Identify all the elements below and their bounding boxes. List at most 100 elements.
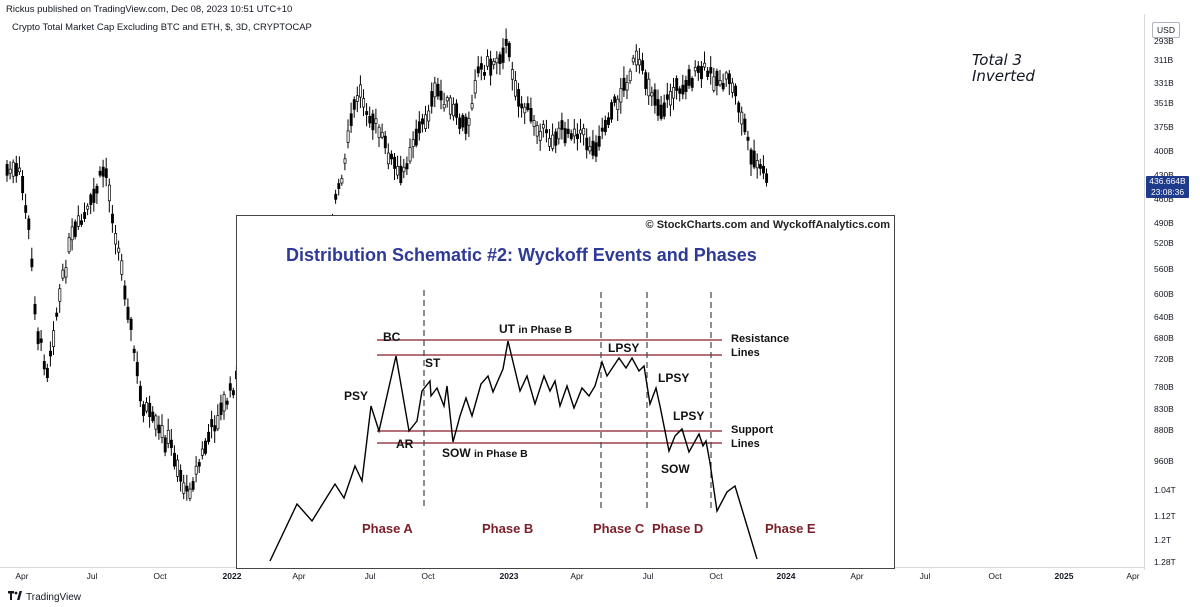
candle — [737, 100, 741, 123]
candle — [470, 94, 474, 111]
tradingview-logo[interactable]: TradingView — [8, 591, 81, 603]
label-sow-phase-b: SOW in Phase B — [442, 446, 528, 460]
candle — [582, 123, 586, 146]
time-tick: Apr — [850, 571, 864, 581]
candle — [600, 117, 604, 140]
candle — [111, 205, 114, 233]
time-tick: Oct — [988, 571, 1002, 581]
candle — [138, 380, 142, 408]
candle — [455, 99, 459, 125]
candle — [473, 69, 477, 99]
phase-c-label: Phase C — [593, 521, 645, 536]
candle — [619, 78, 623, 114]
candle — [631, 54, 635, 66]
candle — [731, 77, 734, 98]
candle — [594, 135, 598, 163]
candle — [352, 96, 356, 118]
candle — [758, 158, 762, 176]
candle — [349, 102, 353, 133]
candle — [67, 233, 71, 255]
candle — [64, 259, 68, 284]
candle — [641, 52, 645, 75]
price-tick: 830B — [1154, 404, 1174, 414]
candle — [86, 203, 90, 216]
candle — [656, 89, 660, 121]
candle — [672, 78, 676, 110]
price-tick: 520B — [1154, 238, 1174, 248]
candle — [191, 477, 195, 492]
candle — [669, 83, 672, 117]
currency-button[interactable]: USD — [1152, 22, 1180, 38]
candle — [461, 113, 465, 132]
candle — [638, 48, 641, 74]
candle — [101, 159, 105, 188]
candle — [374, 108, 378, 134]
candle — [560, 112, 564, 140]
last-price-value: 436.664B — [1149, 176, 1186, 186]
candle — [8, 161, 12, 180]
symbol-title: Crypto Total Market Cap Excluding BTC an… — [12, 22, 312, 33]
candle — [21, 170, 25, 201]
candle — [337, 178, 341, 196]
publish-line: Rickus published on TradingView.com, Dec… — [6, 4, 293, 15]
candle — [541, 120, 545, 138]
candle — [492, 57, 496, 70]
candle — [659, 95, 663, 121]
candle — [439, 79, 443, 110]
candle — [665, 82, 669, 108]
candle — [523, 102, 527, 124]
footer-bar — [0, 585, 1200, 607]
time-tick: 2025 — [1054, 571, 1074, 581]
candle — [346, 119, 350, 149]
candle — [588, 136, 592, 155]
candle — [123, 280, 127, 306]
time-tick: Oct — [421, 571, 435, 581]
candle — [222, 391, 226, 420]
candle — [399, 155, 403, 186]
candle — [188, 482, 192, 502]
candle — [498, 51, 502, 75]
candle — [616, 95, 620, 122]
candle — [73, 219, 77, 240]
candle — [572, 118, 576, 144]
candle — [39, 330, 43, 351]
candle — [213, 415, 217, 443]
candle — [625, 74, 629, 100]
candle — [380, 123, 384, 140]
last-price-countdown: 23:08:36 — [1150, 187, 1185, 197]
label-bc: BC — [383, 330, 401, 344]
candle — [724, 70, 728, 87]
candle — [545, 119, 548, 143]
label-ut-text: UT — [499, 322, 515, 336]
price-tick: 1.2T — [1154, 535, 1172, 545]
candle — [148, 395, 152, 428]
candle — [216, 404, 220, 432]
schematic-diagram — [269, 290, 758, 562]
price-tick: 680B — [1154, 333, 1174, 343]
candle — [185, 474, 189, 501]
candle — [182, 474, 186, 500]
candle — [591, 130, 595, 160]
candle — [510, 61, 514, 91]
candle — [45, 363, 49, 383]
label-resistance: Resistance Lines — [731, 332, 789, 360]
candle — [424, 105, 428, 132]
candle — [622, 66, 626, 97]
label-ar: AR — [396, 437, 414, 451]
time-tick: 2023 — [499, 571, 519, 581]
price-axis[interactable] — [1144, 14, 1200, 570]
candle — [740, 106, 744, 136]
candle — [504, 28, 508, 54]
candle — [371, 109, 375, 140]
price-tick: 375B — [1154, 122, 1174, 132]
label-support: Support Lines — [731, 423, 773, 451]
candle — [197, 458, 201, 473]
candle — [33, 296, 37, 320]
candle — [483, 64, 486, 80]
label-sow: SOW — [661, 462, 690, 476]
time-tick: Jul — [364, 571, 376, 581]
candle — [551, 123, 555, 152]
candle — [36, 327, 40, 351]
candle — [107, 178, 111, 213]
candle — [70, 218, 74, 251]
